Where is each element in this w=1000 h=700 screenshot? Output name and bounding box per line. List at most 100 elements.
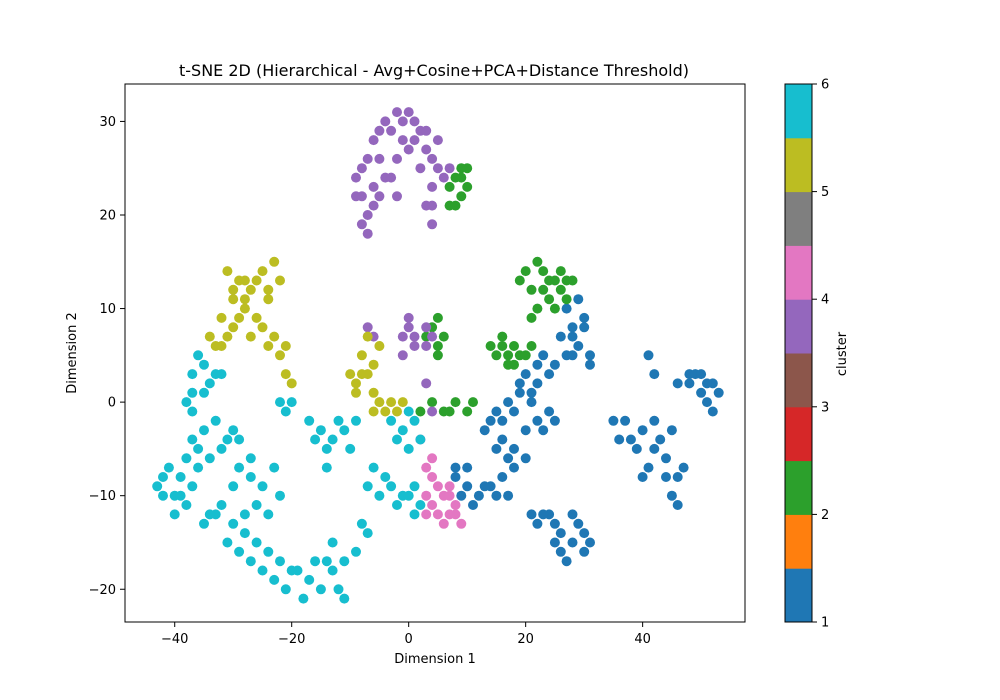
point-cyan-31	[327, 565, 338, 576]
point-blue-42	[702, 378, 712, 389]
x-tick-label: 20	[517, 632, 534, 647]
y-axis-ticks: −20 −10 0 10 20 30	[89, 115, 125, 598]
point-cyan-42	[239, 528, 250, 539]
point-olive-30	[351, 378, 361, 389]
point-olive-9	[216, 312, 227, 323]
point-blue-67	[450, 462, 461, 473]
colorbar-segment	[785, 191, 812, 246]
point-cyan-10	[193, 462, 204, 473]
x-tick-label: 0	[405, 632, 413, 647]
point-cyan-100	[362, 528, 373, 539]
point-green-17	[485, 341, 496, 351]
point-green-0	[514, 275, 525, 286]
point-purple-3	[403, 107, 414, 118]
chart-title: t-SNE 2D (Hierarchical - Avg+Cosine+PCA+…	[179, 61, 689, 80]
point-olive-15	[204, 331, 215, 342]
point-blue-18	[649, 443, 660, 454]
point-blue-6	[573, 518, 584, 529]
point-blue-32	[614, 434, 625, 445]
point-cyan-45	[204, 509, 215, 520]
point-green-24	[497, 341, 508, 351]
point-purple-32	[386, 172, 397, 183]
y-tick-label: 0	[108, 396, 116, 411]
point-cyan-90	[386, 415, 397, 426]
colorbar-segment	[785, 406, 812, 462]
point-green-8	[561, 294, 572, 305]
point-olive-20	[269, 331, 280, 342]
point-blue-19	[661, 453, 671, 464]
point-blue-11	[555, 546, 566, 557]
point-blue-71	[567, 322, 578, 333]
point-cyan-88	[403, 406, 414, 417]
point-blue-43	[643, 350, 654, 361]
point-green-22	[514, 350, 525, 361]
point-green-34	[462, 181, 473, 192]
point-blue-72	[579, 312, 590, 323]
point-cyan-60	[216, 443, 227, 454]
point-cyan-40	[263, 546, 274, 557]
point-cyan-19	[187, 387, 198, 398]
point-cyan-64	[210, 415, 221, 426]
scatter-points	[152, 107, 724, 604]
point-green-29	[456, 191, 467, 202]
point-pink-5	[438, 518, 449, 529]
point-purple-27	[432, 135, 443, 146]
point-purple-20	[415, 163, 426, 174]
point-cyan-6	[158, 472, 168, 482]
point-cyan-24	[245, 556, 256, 567]
point-green-1	[526, 284, 537, 295]
point-green-2	[538, 266, 549, 277]
point-olive-8	[228, 284, 239, 295]
point-purple-18	[397, 116, 408, 127]
point-cyan-8	[169, 509, 180, 520]
point-purple-12	[368, 181, 379, 192]
point-blue-9	[585, 537, 595, 548]
point-purple-26	[362, 228, 373, 239]
point-blue-70	[555, 331, 566, 342]
point-purple-17	[386, 125, 397, 136]
point-blue-96	[479, 425, 490, 436]
point-pink-4	[432, 509, 443, 520]
y-axis-title: Dimension 2	[65, 312, 80, 394]
point-purple-30	[397, 135, 408, 146]
point-cyan-15	[193, 350, 204, 361]
point-purple-45	[409, 331, 420, 342]
point-blue-31	[649, 415, 660, 426]
colorbar-tick-label: 6	[821, 78, 829, 93]
point-cyan-85	[397, 425, 408, 436]
point-cyan-92	[409, 509, 420, 520]
point-cyan-61	[204, 453, 215, 464]
point-cyan-46	[339, 593, 350, 604]
point-blue-60	[473, 490, 484, 501]
point-purple-34	[427, 200, 438, 211]
point-olive-28	[356, 350, 367, 361]
point-pink-8	[444, 481, 455, 492]
point-olive-35	[392, 406, 402, 417]
point-purple-48	[421, 341, 432, 351]
point-purple-13	[362, 210, 373, 220]
point-olive-13	[222, 331, 233, 342]
point-blue-87	[549, 359, 560, 370]
point-purple-31	[409, 116, 420, 127]
point-olive-40	[356, 369, 367, 380]
point-olive-39	[374, 341, 385, 351]
point-cyan-73	[333, 415, 344, 426]
point-olive-4	[269, 256, 280, 267]
y-tick-label: 20	[99, 208, 116, 223]
colorbar-segment	[785, 299, 812, 354]
colorbar-tick-label: 3	[821, 400, 829, 415]
point-olive-43	[368, 406, 379, 417]
colorbar-segment	[785, 514, 812, 569]
point-olive-34	[386, 397, 397, 408]
point-cyan-94	[409, 481, 420, 492]
point-purple-40	[397, 331, 408, 342]
point-olive-11	[239, 303, 250, 314]
point-green-4	[532, 256, 543, 267]
point-purple-47	[427, 331, 438, 342]
point-olive-5	[263, 284, 274, 295]
point-olive-18	[257, 322, 268, 333]
point-purple-41	[403, 312, 414, 323]
colorbar-segment	[785, 460, 812, 515]
point-green-41	[438, 331, 449, 342]
